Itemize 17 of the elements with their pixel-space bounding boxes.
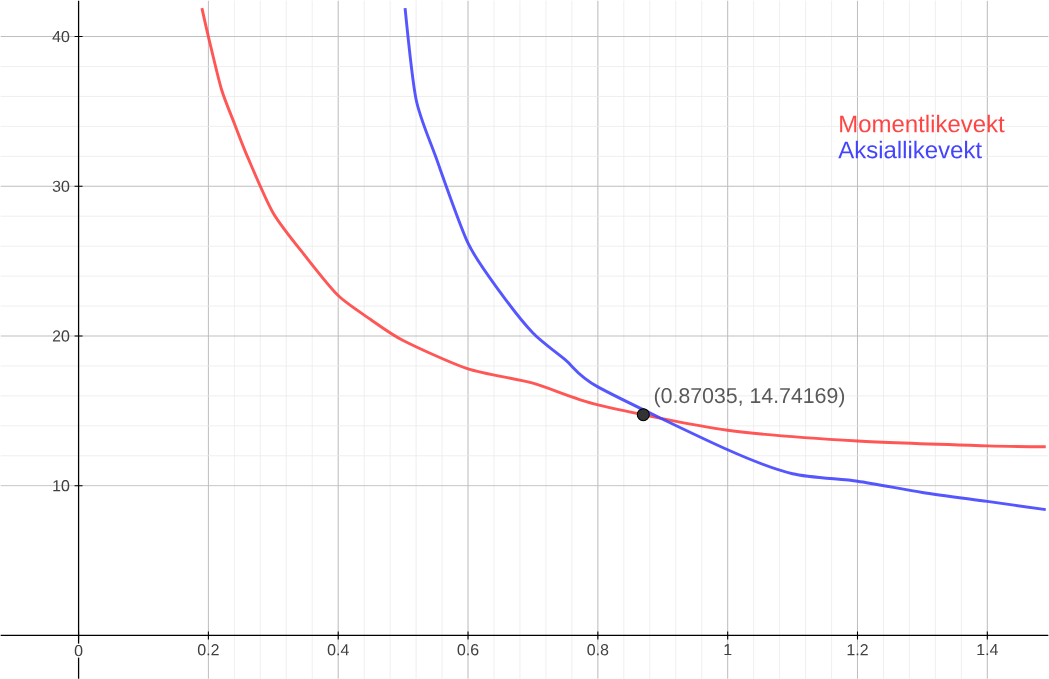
line-series — [200, 6, 1048, 448]
x-tick-label: 1.4 — [977, 643, 998, 655]
text: Momentlikevekt — [840, 114, 1005, 133]
y-tick-label: 40 — [52, 30, 70, 42]
x-tick-label: 0.2 — [197, 643, 219, 656]
text: Aksiallikevekt — [838, 140, 982, 159]
y-tick-label: 10 — [53, 479, 70, 492]
x-tick-label: 1 — [724, 643, 732, 655]
line-series — [403, 6, 1048, 511]
y-tick-label: 20 — [52, 330, 70, 342]
x-tick-label: 0.6 — [457, 643, 479, 656]
x-tick-label: 0.8 — [587, 643, 609, 656]
annotation: (0.87035, 14.74169) — [654, 387, 845, 408]
x-tick-label: 0.4 — [327, 643, 349, 656]
y-tick-label: 30 — [52, 180, 70, 192]
x-tick-label: 1.2 — [847, 643, 868, 656]
x-tick-label: 0 — [74, 644, 83, 657]
